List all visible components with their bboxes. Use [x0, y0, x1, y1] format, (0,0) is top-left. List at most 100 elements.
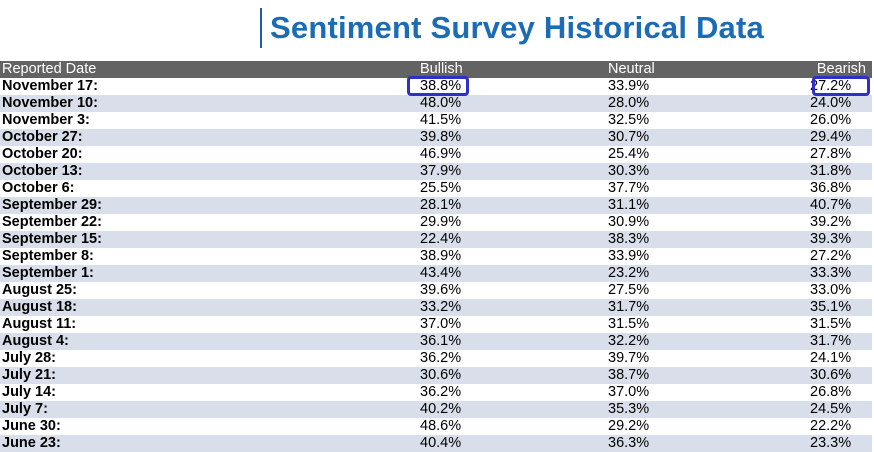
- row-bearish: 36.8%: [810, 180, 852, 196]
- row-neutral: 29.2%: [608, 418, 650, 434]
- table-row: August 25: 39.6% 27.5% 33.0%: [0, 282, 872, 299]
- row-bullish: 25.5%: [420, 180, 462, 196]
- row-neutral: 33.9%: [608, 248, 650, 264]
- table-row: October 6: 25.5% 37.7% 36.8%: [0, 180, 872, 197]
- row-date: August 11:: [2, 316, 77, 332]
- row-neutral: 38.7%: [606, 367, 808, 384]
- table-header-row: Reported Date Bullish Neutral Bearish: [0, 61, 872, 78]
- row-bearish: 29.4%: [808, 129, 872, 146]
- row-bullish: 33.2%: [418, 299, 606, 316]
- row-bullish: 22.4%: [418, 231, 606, 248]
- row-date: July 21:: [0, 367, 418, 384]
- row-neutral: 39.7%: [608, 350, 650, 366]
- row-bullish: 28.1%: [418, 197, 606, 214]
- row-neutral: 23.2%: [606, 265, 808, 282]
- row-bearish: 26.8%: [810, 384, 852, 400]
- row-neutral: 27.5%: [608, 282, 650, 298]
- row-date: July 7:: [0, 401, 418, 418]
- row-date: August 25:: [2, 282, 77, 298]
- row-neutral: 30.3%: [606, 163, 808, 180]
- row-neutral: 31.5%: [608, 316, 650, 332]
- row-bearish: 24.1%: [810, 350, 852, 366]
- row-bullish: 40.2%: [418, 401, 606, 418]
- row-bearish: 31.8%: [808, 163, 872, 180]
- table-row: September 22: 29.9% 30.9% 39.2%: [0, 214, 872, 231]
- table-row: November 17: 38.8% 33.9% 27.2%: [0, 76, 872, 96]
- row-date: September 29:: [0, 197, 418, 214]
- header-bearish: Bearish: [808, 61, 872, 78]
- table-row: September 1: 43.4% 23.2% 33.3%: [0, 265, 872, 282]
- table-body: November 17: 38.8% 33.9% 27.2% November 10: 4…: [0, 76, 872, 452]
- row-neutral: 36.3%: [606, 435, 808, 452]
- row-date: July 28:: [2, 350, 56, 366]
- row-bearish: 39.2%: [810, 214, 852, 230]
- table-row: November 3: 41.5% 32.5% 26.0%: [0, 112, 872, 129]
- row-neutral: 38.3%: [606, 231, 808, 248]
- row-date: September 8:: [2, 248, 94, 264]
- row-neutral: 25.4%: [608, 146, 650, 162]
- row-neutral: 32.5%: [608, 112, 650, 128]
- row-neutral: 28.0%: [606, 95, 808, 112]
- row-date: June 23:: [0, 435, 418, 452]
- table-row: November 10: 48.0% 28.0% 24.0%: [0, 95, 872, 112]
- row-bearish: 27.2%: [808, 76, 872, 96]
- row-bullish: 43.4%: [418, 265, 606, 282]
- row-bearish: 23.3%: [808, 435, 872, 452]
- header-neutral: Neutral: [606, 61, 808, 78]
- row-bullish: 36.2%: [420, 384, 462, 400]
- row-bearish: 35.1%: [808, 299, 872, 316]
- row-neutral: 30.9%: [608, 214, 650, 230]
- row-bullish: 37.0%: [420, 316, 462, 332]
- header-bullish: Bullish: [418, 61, 606, 78]
- table-row: October 27: 39.8% 30.7% 29.4%: [0, 129, 872, 146]
- row-bearish: 33.3%: [808, 265, 872, 282]
- row-bullish: 36.1%: [418, 333, 606, 350]
- row-bullish: 41.5%: [420, 112, 462, 128]
- row-bullish: 39.8%: [418, 129, 606, 146]
- table-row: October 13: 37.9% 30.3% 31.8%: [0, 163, 872, 180]
- row-date: August 18:: [0, 299, 418, 316]
- row-bullish: 39.6%: [420, 282, 462, 298]
- row-date: November 17:: [2, 78, 98, 94]
- row-date: October 13:: [0, 163, 418, 180]
- row-bearish: 30.6%: [808, 367, 872, 384]
- row-neutral: 33.9%: [608, 78, 650, 94]
- row-neutral: 31.1%: [606, 197, 808, 214]
- row-neutral: 30.7%: [606, 129, 808, 146]
- row-bullish: 37.9%: [418, 163, 606, 180]
- row-bearish: 31.7%: [808, 333, 872, 350]
- table-row: September 15: 22.4% 38.3% 39.3%: [0, 231, 872, 248]
- row-neutral: 35.3%: [606, 401, 808, 418]
- row-date: August 4:: [0, 333, 418, 350]
- row-date: September 1:: [0, 265, 418, 282]
- row-date: June 30:: [2, 418, 61, 434]
- table-row: September 29: 28.1% 31.1% 40.7%: [0, 197, 872, 214]
- row-bearish: 24.0%: [808, 95, 872, 112]
- row-date: November 3:: [2, 112, 90, 128]
- table-row: June 30: 48.6% 29.2% 22.2%: [0, 418, 872, 435]
- table-row: July 21: 30.6% 38.7% 30.6%: [0, 367, 872, 384]
- row-bearish: 27.8%: [810, 146, 852, 162]
- text-cursor: [260, 8, 262, 48]
- row-bullish: 30.6%: [418, 367, 606, 384]
- row-bullish: 29.9%: [420, 214, 462, 230]
- row-date: October 20:: [2, 146, 83, 162]
- row-date: July 14:: [2, 384, 56, 400]
- row-bullish: 38.9%: [420, 248, 462, 264]
- row-bullish: 40.4%: [418, 435, 606, 452]
- row-neutral: 37.7%: [608, 180, 650, 196]
- sentiment-table: Reported Date Bullish Neutral Bearish No…: [0, 61, 872, 452]
- row-bearish: 22.2%: [810, 418, 852, 434]
- table-row: October 20: 46.9% 25.4% 27.8%: [0, 146, 872, 163]
- row-bullish: 48.0%: [418, 95, 606, 112]
- table-row: August 18: 33.2% 31.7% 35.1%: [0, 299, 872, 316]
- row-bullish: 36.2%: [420, 350, 462, 366]
- row-bearish: 39.3%: [808, 231, 872, 248]
- row-neutral: 31.7%: [606, 299, 808, 316]
- row-date: September 15:: [0, 231, 418, 248]
- row-bullish: 46.9%: [420, 146, 462, 162]
- page-title: Sentiment Survey Historical Data: [270, 10, 764, 45]
- row-bullish: 48.6%: [420, 418, 462, 434]
- table-row: July 7: 40.2% 35.3% 24.5%: [0, 401, 872, 418]
- row-bearish: 33.0%: [810, 282, 852, 298]
